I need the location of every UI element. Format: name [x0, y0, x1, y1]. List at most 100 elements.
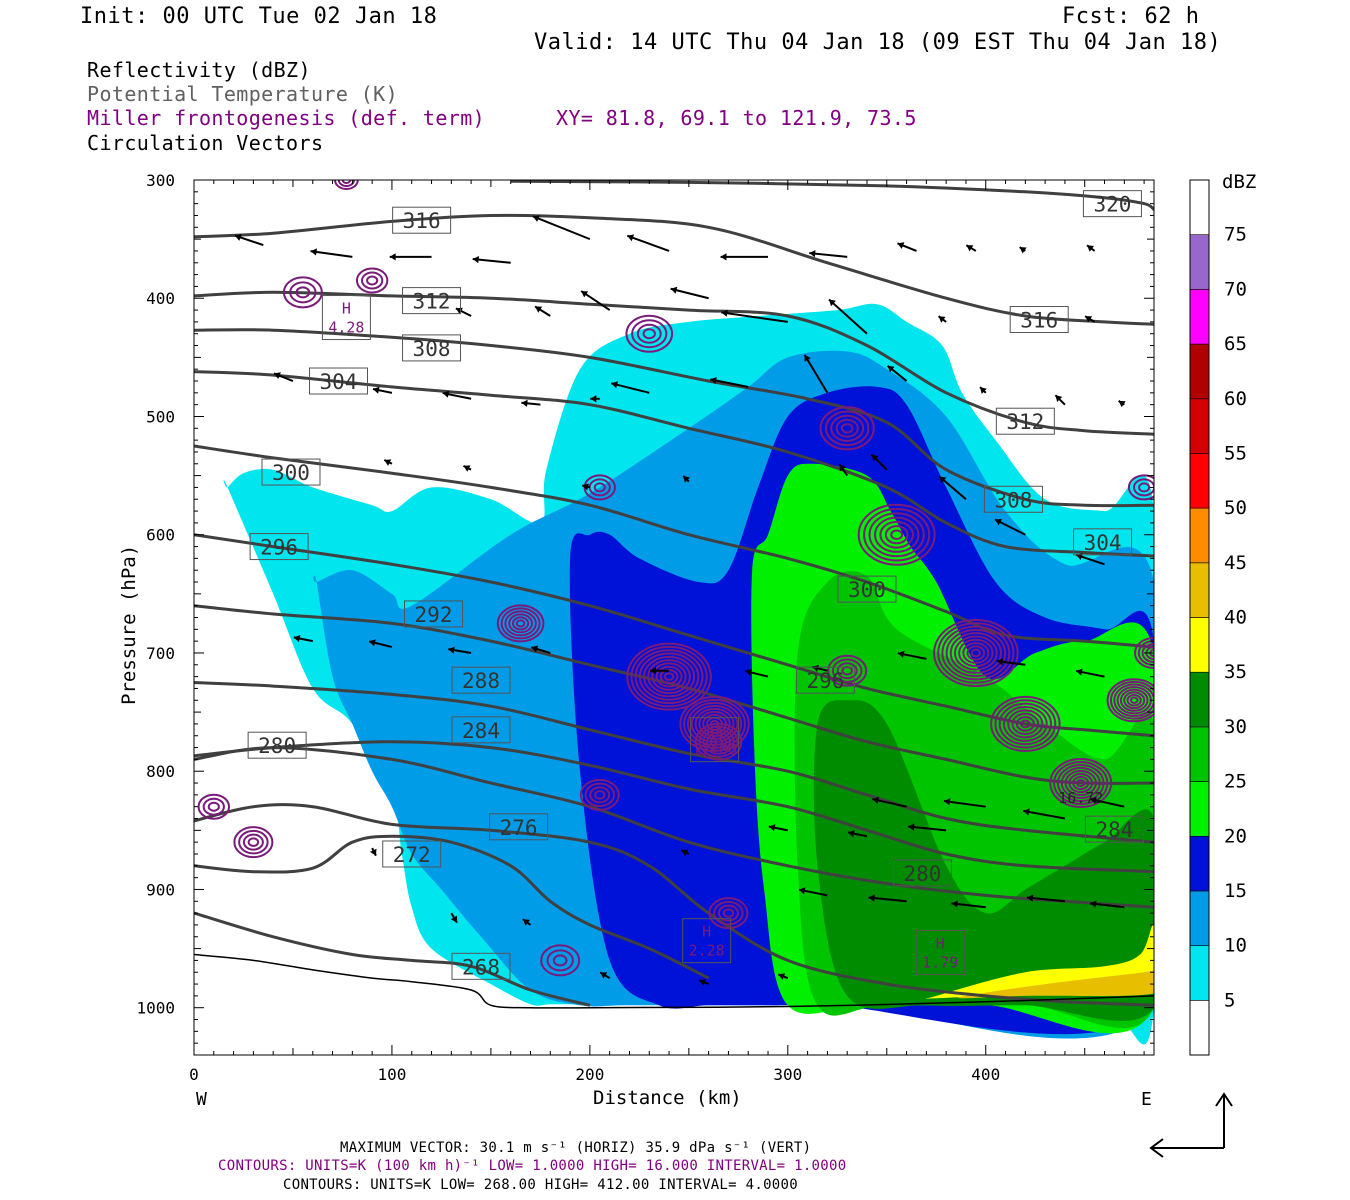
vector-head — [442, 390, 450, 398]
circulation-vector-arrow — [1054, 394, 1066, 406]
x-tick-label: 0 — [189, 1065, 199, 1084]
circulation-vector-arrow — [1026, 894, 1066, 903]
frontogenesis-ring — [1007, 709, 1044, 739]
theta-label-text: 284 — [462, 719, 500, 743]
vector-head — [768, 824, 776, 832]
theta-label-text: 300 — [272, 461, 310, 485]
colorbar-swatch — [1189, 890, 1210, 946]
vector-head — [650, 667, 656, 675]
theta-label-272: 272 — [382, 840, 442, 868]
reference-vector-icon — [1149, 1092, 1233, 1158]
frontogenesis-ring — [361, 271, 384, 290]
colorbar-label: 55 — [1224, 442, 1247, 464]
forecast-hour: Fcst: 62 h — [1062, 4, 1200, 29]
vector-shaft — [710, 378, 749, 388]
colorbar-label: 75 — [1224, 224, 1247, 246]
circulation-vector-arrow — [803, 354, 829, 394]
y-tick-label: 1000 — [136, 999, 175, 1018]
vector-head — [531, 645, 539, 653]
theta-line-284 — [194, 740, 1154, 874]
circulation-vector-arrow — [798, 887, 828, 897]
circulation-vector-arrow — [372, 386, 393, 394]
frontogenesis-ring — [990, 695, 1061, 752]
theta-label-296: 296 — [249, 533, 309, 561]
colorbar-swatch — [1189, 835, 1210, 892]
vector-shaft — [828, 298, 868, 335]
circulation-vector-arrow — [828, 298, 868, 335]
vector-shaft — [809, 252, 848, 258]
frontogenesis-ring — [546, 949, 574, 972]
circulation-vector-arrow — [1086, 244, 1096, 252]
vector-head — [1118, 400, 1126, 408]
theta-label-text: 296 — [260, 536, 298, 560]
contour-labels: 320 316 316 312 312 308 308 304 304 300 300 296 296 2… — [247, 190, 1144, 980]
circulation-vector-arrow — [937, 315, 947, 323]
frontogenesis-max-value: 4.28 — [328, 319, 364, 337]
frontogenesis-ring — [830, 414, 865, 442]
vector-head — [522, 919, 530, 926]
vector-head — [611, 381, 618, 389]
circulation-vector-arrow — [1089, 796, 1125, 808]
theta-label-308: 308 — [983, 485, 1043, 513]
theta-label-box — [1009, 306, 1069, 334]
frontogenesis-ring — [238, 829, 269, 855]
circulation-vector-arrow — [682, 475, 690, 483]
frontogenesis-ring — [958, 638, 994, 668]
frontogenesis-ring — [857, 503, 936, 566]
frontogenesis-ring — [540, 944, 581, 977]
frontogenesis-ring — [949, 632, 1002, 674]
vector-head — [310, 248, 317, 256]
vector-shaft — [943, 799, 986, 808]
vector-head — [1055, 395, 1063, 402]
frontogenesis-ring — [702, 728, 735, 755]
frontogenesis-ring — [355, 267, 389, 294]
frontogenesis-max-16.72: 16.72 — [1058, 789, 1103, 807]
circulation-vector-arrow — [847, 830, 868, 838]
circulation-vectors — [234, 215, 1126, 986]
circulation-vector-arrow — [777, 973, 789, 980]
colorbar-label: 10 — [1224, 935, 1247, 957]
frontogenesis-ring — [515, 619, 526, 628]
frontogenesis-ring — [713, 900, 744, 926]
terrain-surface-line — [194, 953, 1154, 1009]
vector-head — [778, 973, 786, 980]
x-tick-label: 200 — [575, 1065, 604, 1084]
circulation-vector-arrow — [897, 650, 927, 660]
frontogenesis-ring — [686, 701, 743, 746]
frontogenesis-max-letter: H — [710, 722, 719, 740]
vector-head — [1019, 247, 1027, 254]
frontogenesis-ring — [962, 642, 990, 664]
vector-head — [897, 242, 905, 249]
colorbar-swatch — [1189, 234, 1210, 290]
legend-circulation-vectors: Circulation Vectors — [87, 131, 324, 155]
frontogenesis-ring — [508, 613, 533, 634]
circulation-vector-arrow — [234, 234, 264, 246]
vector-head — [839, 464, 846, 472]
vector-head — [980, 387, 987, 394]
frontogenesis-ring — [1109, 680, 1154, 720]
frontogenesis-ring — [651, 662, 687, 691]
frontogenesis-ring — [1129, 696, 1139, 704]
vector-head — [720, 253, 727, 261]
vector-head — [681, 849, 689, 857]
colorbar-label: 40 — [1224, 607, 1247, 629]
frontogenesis-ring — [970, 648, 982, 658]
circulation-vector-arrow — [463, 465, 472, 472]
frontogenesis-ring — [593, 482, 606, 493]
circulation-vector-arrow — [1019, 246, 1027, 254]
theta-label-300: 300 — [261, 458, 321, 486]
vector-shaft — [532, 215, 591, 241]
vector-head — [951, 900, 958, 908]
theta-label-box — [402, 287, 462, 315]
frontogenesis-max-box — [682, 918, 732, 964]
theta-label-288: 288 — [451, 666, 511, 694]
colorbar-label: 45 — [1224, 552, 1247, 574]
circulation-vector-arrow — [680, 849, 690, 857]
vector-head — [1090, 796, 1097, 804]
frontogenesis-ring — [1132, 478, 1154, 497]
frontogenesis-ring — [511, 616, 530, 631]
vector-head — [1026, 894, 1034, 902]
theta-label-box — [249, 533, 309, 561]
theta-label-box — [451, 716, 511, 744]
theta-label-text: 312 — [413, 290, 451, 314]
